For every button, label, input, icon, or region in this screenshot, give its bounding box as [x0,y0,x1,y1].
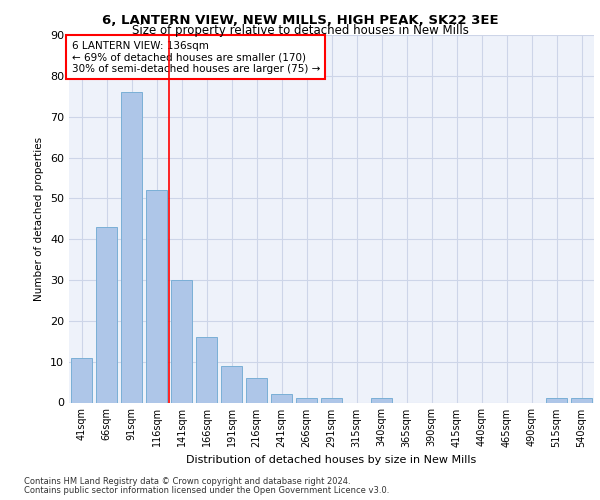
Bar [196,337,217,402]
Text: Contains HM Land Registry data © Crown copyright and database right 2024.: Contains HM Land Registry data © Crown c… [24,477,350,486]
Bar [246,378,267,402]
Bar [221,366,242,403]
Bar [121,92,142,402]
Text: 6 LANTERN VIEW: 136sqm
← 69% of detached houses are smaller (170)
30% of semi-de: 6 LANTERN VIEW: 136sqm ← 69% of detached… [71,40,320,74]
X-axis label: Distribution of detached houses by size in New Mills: Distribution of detached houses by size … [187,455,476,465]
Y-axis label: Number of detached properties: Number of detached properties [34,136,44,301]
Bar [146,190,167,402]
Bar [546,398,567,402]
Bar [296,398,317,402]
Bar [271,394,292,402]
Bar [571,398,592,402]
Bar [371,398,392,402]
Text: 6, LANTERN VIEW, NEW MILLS, HIGH PEAK, SK22 3EE: 6, LANTERN VIEW, NEW MILLS, HIGH PEAK, S… [101,14,499,27]
Bar [71,358,92,403]
Bar [321,398,342,402]
Bar [171,280,192,402]
Text: Contains public sector information licensed under the Open Government Licence v3: Contains public sector information licen… [24,486,389,495]
Bar [96,227,117,402]
Text: Size of property relative to detached houses in New Mills: Size of property relative to detached ho… [131,24,469,37]
